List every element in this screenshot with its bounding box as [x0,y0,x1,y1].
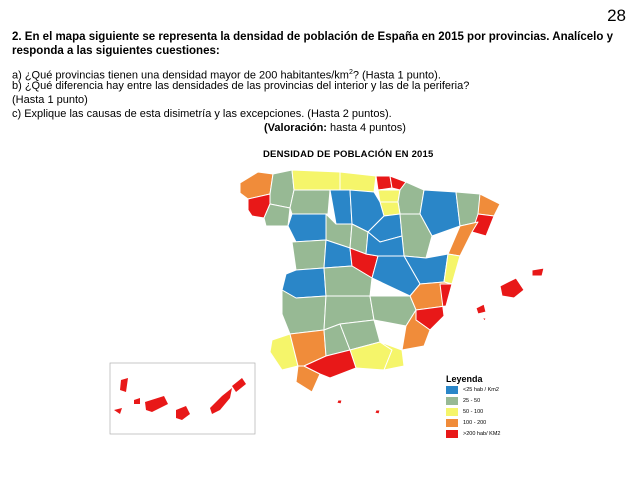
legend-item: 100 - 200 [446,418,486,427]
page-number: 28 [607,6,626,25]
legend-item: <25 hab / Km2 [446,385,499,394]
legend-swatch [446,407,458,416]
island-formentera [481,317,487,322]
province-almeria [379,341,405,371]
legend-swatch [446,385,458,394]
province-lugo [269,169,295,209]
province-cadiz [295,365,321,393]
legend-item: >200 hab/ KM2 [446,429,500,438]
province-tarragona [447,221,479,257]
province-navarra [397,181,425,215]
province-alava [377,189,401,203]
legend-item: 25 - 50 [446,396,480,405]
legend-swatch [446,418,458,427]
question-a-suffix: ? (Hasta 1 punto). [352,69,441,82]
province-huelva [269,333,299,371]
province-leon [289,189,331,215]
question-b: b) ¿Qué diferencia hay entre las densida… [12,80,470,92]
province-salamanca [291,239,327,271]
province-malaga [303,349,357,379]
province-vizcaya [375,175,393,191]
province-huesca [419,189,461,237]
legend-title: Leyenda [446,374,483,384]
legend-swatch [446,429,458,438]
legend-label: >200 hab/ KM2 [463,430,501,437]
island-gran-canaria [176,406,190,420]
question-a-text: a) ¿Qué provincias tienen una densidad m… [12,69,349,82]
island-tenerife [145,396,168,412]
island-mallorca [499,277,525,299]
island-lanzarote [232,378,246,392]
city-ceuta [336,399,343,405]
question-a: a) ¿Qué provincias tienen una densidad m… [12,66,441,83]
island-menorca [531,267,545,277]
question-a-superscript: 2 [348,69,353,76]
legend-item: 50 - 100 [446,407,483,416]
legend-label: 100 - 200 [463,419,487,426]
province-ourense [263,203,291,227]
valoracion-value: hasta 4 puntos) [326,122,406,134]
question-b-points: (Hasta 1 punto) [12,94,88,106]
city-melilla [374,409,381,415]
province-cantabria [339,171,377,193]
island-el-hierro [114,408,122,414]
province-girona [477,193,501,217]
legend-label: <25 hab / Km2 [463,386,499,393]
legend-label: 25 - 50 [463,397,481,404]
valoracion-label: (Valoración: [264,122,327,134]
island-ibiza [475,303,487,315]
island-la-palma [120,378,128,392]
valoracion: (Valoración: hasta 4 puntos) [264,122,406,134]
question-title: 2. En el mapa siguiente se representa la… [12,31,613,57]
province-palencia [329,189,353,225]
legend-swatch [446,396,458,405]
legend-label: 50 - 100 [463,408,484,415]
island-fuerteventura [210,388,232,414]
province-asturias [291,169,341,191]
island-la-gomera [134,398,140,404]
map-title: DENSIDAD DE POBLACIÓN EN 2015 [263,149,434,160]
canary-islands-inset-frame [109,362,256,435]
question-c: c) Explique las causas de esta disimetrí… [12,108,392,120]
province-zamora [287,213,329,243]
province-toledo [323,265,373,297]
